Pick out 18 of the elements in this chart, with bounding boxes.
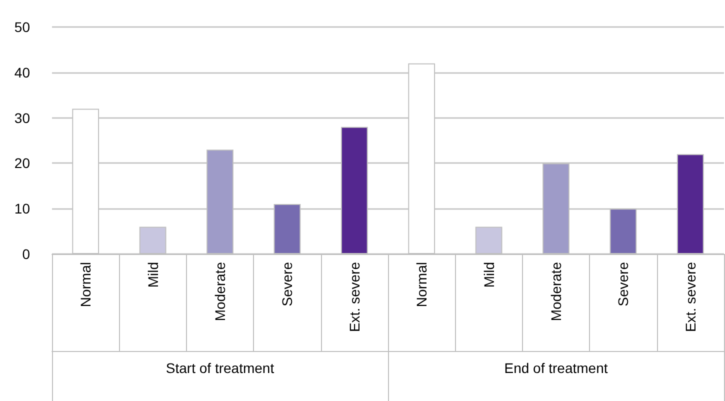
x-tick-label: Mild <box>144 262 161 288</box>
x-tick-label: Severe <box>615 262 632 306</box>
y-tick-label: 50 <box>14 19 30 35</box>
x-tick-label: Moderate <box>212 262 228 322</box>
y-tick-label: 10 <box>14 200 30 217</box>
x-tick-label: Normal <box>78 262 94 308</box>
y-tick-label: 20 <box>14 155 30 172</box>
text: End of treatment <box>504 360 608 376</box>
y-tick-label: 40 <box>14 64 30 80</box>
x-tick-label: Ext. severe <box>346 262 362 332</box>
x-tick-label: Mild <box>480 262 497 288</box>
y-tick-label: 30 <box>14 110 30 126</box>
text: Start of treatment <box>166 360 274 376</box>
x-tick-label: Severe <box>279 262 296 306</box>
x-tick-label: Ext. severe <box>682 262 698 332</box>
x-tick-label: Normal <box>414 262 430 308</box>
x-tick-label: Moderate <box>548 262 564 322</box>
y-tick-label: 0 <box>22 246 30 262</box>
